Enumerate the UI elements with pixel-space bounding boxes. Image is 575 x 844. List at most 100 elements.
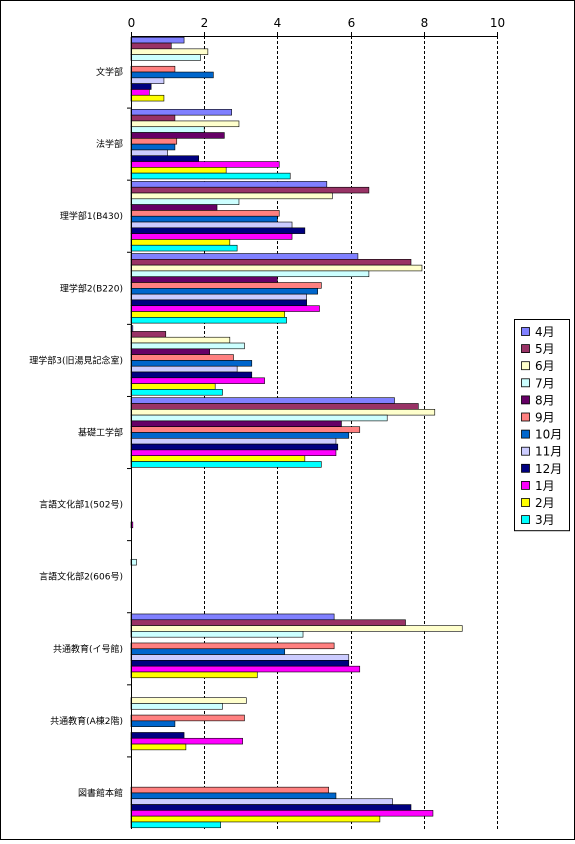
bar <box>130 389 223 396</box>
bar <box>130 253 359 260</box>
bar <box>130 810 434 817</box>
bar <box>130 71 214 79</box>
bar <box>130 354 234 361</box>
bar <box>130 613 335 621</box>
bar <box>130 54 201 61</box>
category-label: 共通教育(A棟2階) <box>50 715 123 727</box>
legend-swatch <box>521 361 530 371</box>
legend-box <box>514 319 570 532</box>
bar <box>130 619 406 626</box>
bar <box>130 426 361 433</box>
bar <box>130 204 218 211</box>
bar <box>130 317 287 324</box>
bar <box>130 155 200 162</box>
bar <box>130 221 293 229</box>
bar <box>130 311 286 318</box>
bar <box>130 143 176 151</box>
bar <box>130 233 293 240</box>
category-label: 言語文化部2(606号) <box>39 571 123 583</box>
bar <box>130 181 328 188</box>
bar <box>130 443 339 451</box>
category-label: 文学部 <box>96 66 123 78</box>
bar <box>130 631 304 638</box>
bar <box>130 371 253 379</box>
legend-swatch <box>521 498 530 507</box>
bar <box>130 161 280 168</box>
legend-swatch <box>521 515 530 524</box>
legend-swatch <box>521 344 530 354</box>
bar <box>130 36 185 44</box>
bar <box>130 83 152 90</box>
bar <box>130 648 286 655</box>
bar <box>130 270 370 278</box>
legend-label: 7月 <box>535 376 555 390</box>
category-label: 図書館本館 <box>78 787 123 799</box>
bar <box>130 167 227 174</box>
bar <box>130 305 320 312</box>
bar <box>130 383 216 390</box>
bar <box>130 210 280 217</box>
legend-label: 12月 <box>535 462 562 476</box>
bar <box>130 65 176 73</box>
legend-label: 10月 <box>535 428 562 442</box>
bar <box>130 420 342 427</box>
legend-label: 1月 <box>535 479 555 493</box>
legend-label: 3月 <box>535 513 555 527</box>
category-label: 言語文化部1(502号) <box>39 499 123 511</box>
legend: 4月 5月 6月 7月 8月 9月 10月 11月 12月 1月 2月 3月 <box>514 319 570 532</box>
legend-swatch <box>521 446 530 456</box>
bar <box>130 288 318 295</box>
category-label: 理学部2(B220) <box>60 282 123 294</box>
bar <box>130 348 210 355</box>
category-label: 法学部 <box>96 138 123 150</box>
bar <box>130 299 307 307</box>
bar <box>130 377 265 384</box>
legend-label: 8月 <box>535 393 555 407</box>
legend-label: 9月 <box>535 411 555 425</box>
bar <box>130 227 306 234</box>
legend-swatch <box>521 412 530 422</box>
bar <box>130 449 337 456</box>
bar <box>130 625 463 632</box>
bar <box>130 697 247 704</box>
x-tick-label: 2 <box>201 16 209 30</box>
legend-swatch <box>521 480 530 490</box>
bar <box>130 654 350 661</box>
bar <box>130 671 258 679</box>
legend-label: 6月 <box>535 359 555 373</box>
bar <box>130 215 278 223</box>
bar <box>130 365 238 373</box>
bar <box>130 172 291 180</box>
bar <box>130 660 350 667</box>
bar <box>130 239 231 246</box>
bar <box>130 720 176 727</box>
bar <box>130 114 176 122</box>
bar <box>130 792 337 800</box>
bar <box>130 665 361 673</box>
bar <box>130 264 423 272</box>
bar <box>130 331 167 338</box>
bar <box>130 414 388 422</box>
bar <box>130 198 240 205</box>
bar <box>130 259 412 266</box>
x-tick-label: 6 <box>348 16 356 30</box>
bar <box>130 403 419 410</box>
bar <box>130 437 337 445</box>
bar <box>130 804 412 811</box>
bar <box>130 48 209 55</box>
bar <box>130 89 150 96</box>
legend-label: 5月 <box>535 342 555 356</box>
x-tick-label: 8 <box>421 16 429 30</box>
bar <box>130 77 165 84</box>
legend-swatch <box>521 378 530 388</box>
bar <box>130 244 238 252</box>
bar <box>130 132 225 139</box>
bar <box>130 642 335 650</box>
bar <box>130 821 221 829</box>
bar <box>130 149 168 157</box>
bar <box>130 94 165 102</box>
bar <box>130 732 185 739</box>
